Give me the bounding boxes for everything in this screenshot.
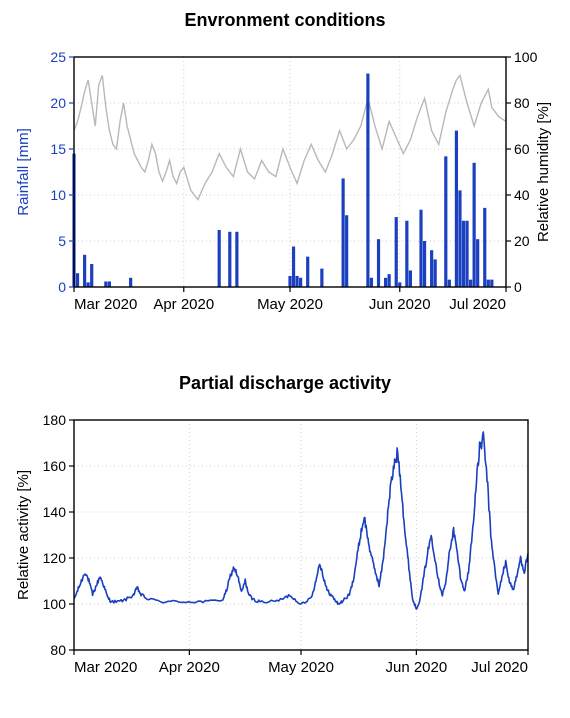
svg-text:80: 80 (514, 95, 530, 111)
svg-text:10: 10 (50, 187, 66, 203)
svg-text:0: 0 (514, 279, 522, 295)
svg-text:180: 180 (43, 412, 67, 428)
svg-text:Jul 2020: Jul 2020 (449, 296, 506, 313)
svg-text:20: 20 (50, 95, 66, 111)
svg-text:120: 120 (43, 550, 67, 566)
svg-text:Mar 2020: Mar 2020 (74, 659, 137, 676)
svg-text:60: 60 (514, 141, 530, 157)
svg-text:15: 15 (50, 141, 66, 157)
svg-text:100: 100 (43, 596, 67, 612)
svg-text:Apr 2020: Apr 2020 (159, 659, 220, 676)
svg-text:Mar 2020: Mar 2020 (74, 296, 137, 313)
svg-text:100: 100 (514, 49, 538, 65)
svg-text:80: 80 (50, 642, 66, 658)
chart1-title: Envronment conditions (10, 10, 560, 31)
svg-text:May 2020: May 2020 (268, 659, 334, 676)
svg-text:Jul 2020: Jul 2020 (471, 659, 528, 676)
svg-text:5: 5 (58, 233, 66, 249)
svg-text:Relative humidity [%]: Relative humidity [%] (535, 102, 552, 242)
svg-text:140: 140 (43, 504, 67, 520)
partial-discharge-chart: 80 100 120 140 160 180 Mar 2020 Apr 2020 May 202… (10, 398, 560, 708)
svg-text:20: 20 (514, 233, 530, 249)
environment-conditions-chart: 0 5 10 15 20 25 0 20 40 60 80 100 Mar 2020 Apr 2020 Ma… (10, 35, 560, 345)
svg-text:Relative activity [%]: Relative activity [%] (15, 470, 32, 600)
svg-text:Apr 2020: Apr 2020 (153, 296, 214, 313)
svg-text:160: 160 (43, 458, 67, 474)
svg-text:0: 0 (58, 279, 66, 295)
svg-text:Jun 2020: Jun 2020 (385, 659, 447, 676)
svg-text:40: 40 (514, 187, 530, 203)
svg-text:Jun 2020: Jun 2020 (369, 296, 431, 313)
page: Envronment conditions 0 5 10 15 20 25 0 20 40 60 8… (0, 0, 570, 708)
svg-text:Rainfall [mm]: Rainfall [mm] (15, 128, 32, 216)
chart2-title: Partial discharge activity (10, 373, 560, 394)
svg-text:25: 25 (50, 49, 66, 65)
svg-text:May 2020: May 2020 (257, 296, 323, 313)
